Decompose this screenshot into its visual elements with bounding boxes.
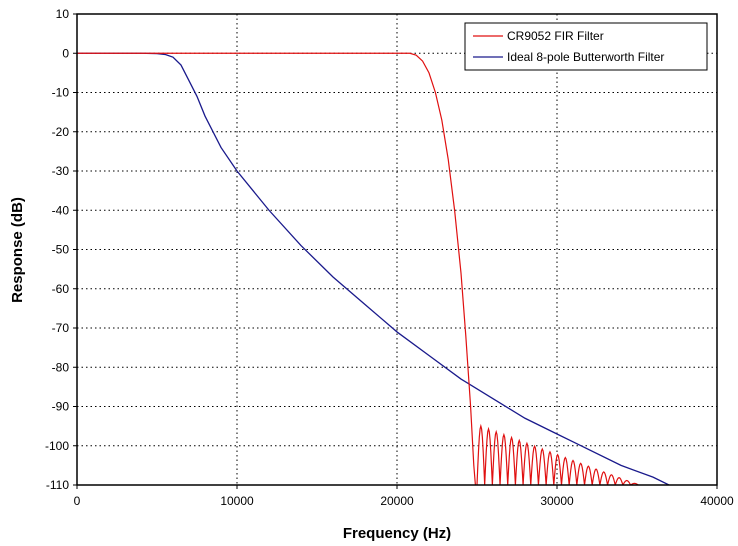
y-tick-label: -60 — [52, 282, 70, 296]
legend-label-butterworth: Ideal 8-pole Butterworth Filter — [507, 50, 664, 64]
y-tick-label: -90 — [52, 400, 70, 414]
tick-layer: 0 10000 20000 30000 40000 10 0 -10 -20 -30 -40 -50 -… — [45, 7, 734, 508]
x-tick-label: 40000 — [700, 494, 734, 508]
y-tick-label: -70 — [52, 321, 70, 335]
y-axis-title: Response (dB) — [9, 197, 26, 303]
legend: CR9052 FIR Filter Ideal 8-pole Butterwor… — [464, 22, 708, 71]
x-tick-label: 30000 — [540, 494, 574, 508]
series-line-cr9052 — [77, 52, 639, 485]
y-tick-label: -20 — [52, 125, 70, 139]
x-tick-label: 10000 — [220, 494, 254, 508]
x-axis-title: Frequency (Hz) — [343, 525, 451, 542]
x-tick-label: 20000 — [380, 494, 414, 508]
y-tick-label: 10 — [56, 7, 70, 21]
legend-label-cr9052: CR9052 FIR Filter — [507, 29, 604, 43]
x-tick-label: 0 — [74, 494, 81, 508]
series-layer — [77, 52, 670, 485]
y-tick-label: -30 — [52, 164, 70, 178]
y-tick-label: 0 — [62, 46, 69, 60]
series-line-butterworth — [77, 52, 670, 485]
y-tick-label: -100 — [45, 439, 69, 453]
y-tick-label: -50 — [52, 243, 70, 257]
y-tick-label: -80 — [52, 360, 70, 374]
y-tick-label: -110 — [46, 478, 69, 492]
y-tick-label: -10 — [52, 86, 70, 100]
legend-box — [464, 22, 708, 71]
y-tick-label: -40 — [52, 203, 70, 217]
